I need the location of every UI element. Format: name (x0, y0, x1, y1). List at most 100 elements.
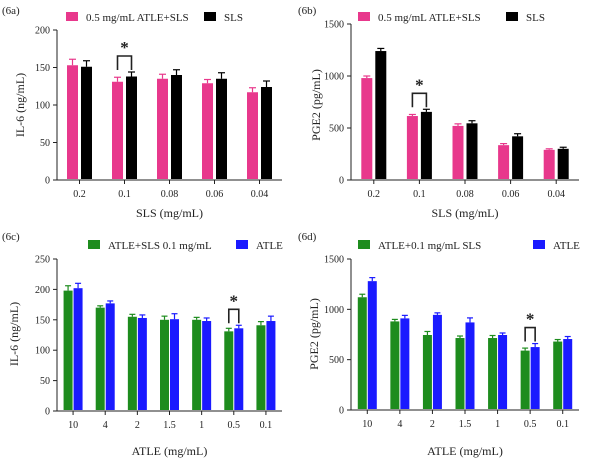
legend-swatch (358, 12, 370, 21)
x-tick-label: 0.1 (556, 419, 569, 430)
y-tick-label: 500 (329, 124, 344, 135)
bar (455, 338, 465, 409)
bar (488, 338, 498, 409)
bar (543, 149, 555, 179)
bar (81, 66, 92, 179)
panel-label: (6a) (2, 5, 20, 17)
x-axis-label: SLS (mg/mL) (431, 206, 498, 220)
legend-label: ATLE (256, 240, 283, 252)
y-tick-label: 0 (339, 176, 344, 187)
bar (498, 145, 510, 179)
bar (557, 148, 569, 179)
bar (63, 290, 73, 410)
x-tick-label: 1.5 (459, 419, 472, 430)
y-tick-label: 100 (35, 346, 50, 357)
bar (192, 319, 202, 410)
x-tick-label: 2 (430, 419, 435, 430)
legend-swatch (358, 240, 370, 249)
bar (452, 125, 464, 179)
bar (105, 303, 115, 410)
y-tick-label: 250 (35, 255, 50, 266)
y-tick-label: 1000 (324, 72, 344, 83)
bar (406, 116, 418, 179)
y-tick-label: 50 (40, 376, 50, 387)
panel-label: (6d) (298, 231, 317, 243)
x-tick-label: 4 (397, 419, 402, 430)
legend-swatch (506, 12, 518, 21)
bar (224, 331, 234, 410)
x-tick-label: 0.04 (251, 189, 269, 200)
significance-bracket (227, 308, 240, 324)
significance-bracket (411, 92, 428, 108)
bar (553, 341, 563, 409)
panel-1: (6b) 0.5 mg/mL ATLE+SLS SLS 0 500 1000 1500 PGE… (298, 5, 579, 220)
x-tick-label: 0.2 (368, 189, 381, 200)
legend-label: 0.5 mg/mL ATLE+SLS (378, 12, 481, 24)
bar (266, 321, 276, 410)
y-tick-label: 1500 (324, 20, 344, 31)
bar (234, 328, 244, 410)
significance-star: * (230, 291, 239, 310)
y-tick-label: 500 (329, 355, 344, 366)
legend-label: 0.5 mg/mL ATLE+SLS (86, 12, 189, 24)
x-tick-label: 2 (135, 420, 140, 431)
bar (367, 281, 377, 409)
y-tick-label: 50 (40, 138, 50, 149)
significance-star: * (526, 310, 535, 329)
legend-label: SLS (224, 12, 243, 24)
y-tick-label: 200 (35, 285, 50, 296)
bar (420, 111, 432, 179)
bar (261, 87, 272, 179)
x-tick-label: 0.08 (161, 189, 179, 200)
bar (67, 65, 78, 179)
legend-label: ATLE (553, 240, 580, 252)
bar (530, 347, 540, 409)
panel-0: (6a) 0.5 mg/mL ATLE+SLS SLS 0 50 100 150 200 IL-… (2, 5, 282, 220)
y-tick-label: 200 (35, 26, 50, 37)
bar (357, 297, 367, 409)
y-tick-label: 1000 (324, 305, 344, 316)
bar (95, 307, 105, 410)
significance-star: * (415, 75, 424, 94)
bar (112, 81, 123, 179)
bar (466, 123, 478, 179)
bar (400, 318, 410, 409)
legend-swatch (66, 12, 78, 21)
x-axis-label: ATLE (mg/mL) (427, 444, 503, 458)
legend-swatch (204, 12, 216, 21)
bar (563, 339, 573, 409)
x-axis-label: SLS (mg/mL) (136, 206, 203, 220)
bar (202, 83, 213, 179)
y-tick-label: 0 (45, 176, 50, 187)
y-tick-label: 100 (35, 101, 50, 112)
bar (465, 322, 475, 409)
bar (498, 335, 508, 409)
y-tick-label: 0 (339, 406, 344, 417)
bar (202, 321, 212, 410)
bar (375, 51, 387, 179)
x-tick-label: 1.5 (163, 420, 176, 431)
bar (160, 319, 169, 410)
x-tick-label: 0.04 (547, 189, 565, 200)
x-tick-label: 1 (495, 419, 500, 430)
x-tick-label: 0.5 (524, 419, 537, 430)
bar (157, 78, 168, 179)
y-axis-label: PGE2 (pg/mL) (307, 298, 321, 370)
x-tick-label: 10 (68, 420, 78, 431)
bar (127, 316, 137, 410)
legend-label: ATLE+SLS 0.1 mg/mL (108, 240, 212, 252)
bar (126, 76, 137, 179)
y-tick-label: 150 (35, 63, 50, 74)
significance-bracket (524, 326, 536, 342)
y-tick-label: 0 (45, 407, 50, 418)
significance-bracket (116, 55, 133, 70)
x-tick-label: 4 (103, 420, 108, 431)
x-tick-label: 1 (199, 420, 204, 431)
bar (171, 75, 182, 179)
bar (137, 317, 147, 410)
x-tick-label: 0.1 (413, 189, 426, 200)
x-tick-label: 0.06 (502, 189, 520, 200)
x-tick-label: 0.1 (260, 420, 273, 431)
legend-swatch (88, 240, 100, 249)
x-tick-label: 0.1 (118, 189, 131, 200)
